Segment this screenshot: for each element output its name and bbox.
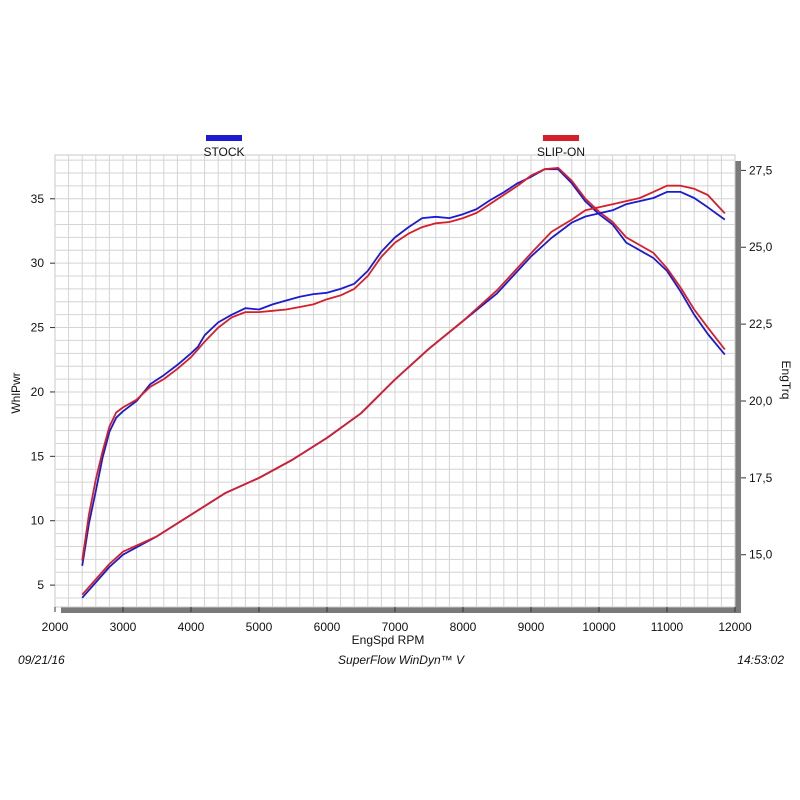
y-axis-right-ticks: 15,0 17,5 20,0 22,5 25,0 27,5 [741,163,773,562]
x-tick-label: 4000 [178,620,205,634]
y-right-tick-label: 22,5 [749,317,773,331]
x-axis-title: EngSpd RPM [352,633,425,647]
x-tick-label: 3000 [110,620,137,634]
legend-swatch-slip-on [543,135,579,141]
legend: STOCK SLIP-ON [203,135,585,159]
x-tick-label: 9000 [518,620,545,634]
y-right-tick-label: 25,0 [749,240,773,254]
series-lines [81,166,726,599]
y-left-tick-label: 30 [31,256,45,270]
y-left-tick-label: 5 [37,578,44,592]
x-axis-ticks: 2000 3000 4000 5000 6000 7000 8000 9000 10000 110… [42,607,752,634]
y-axis-left-title: WhlPwr [9,372,23,413]
x-tick-label: 12000 [718,620,752,634]
y-right-tick-label: 15,0 [749,548,773,562]
y-left-tick-label: 15 [31,449,45,463]
footer-time: 14:53:02 [737,653,784,667]
y-left-tick-label: 35 [31,192,45,206]
y-axis-right-title: EngTrq [779,361,793,400]
grid-lines [55,155,735,607]
series-line-stock-whlpwr [81,168,726,566]
x-tick-label: 8000 [450,620,477,634]
footer-software: SuperFlow WinDyn™ V [338,653,465,667]
x-tick-label: 5000 [246,620,273,634]
x-tick-label: 6000 [314,620,341,634]
y-left-tick-label: 20 [31,385,45,399]
y-right-tick-label: 17,5 [749,471,773,485]
x-tick-label: 2000 [42,620,69,634]
footer-date: 09/21/16 [18,653,65,667]
y-axis-left-ticks: 5 10 15 20 25 30 35 [31,192,55,592]
legend-label-slip-on: SLIP-ON [537,145,585,159]
y-right-tick-label: 20,0 [749,394,773,408]
x-tick-label: 11000 [651,620,684,634]
legend-label-stock: STOCK [203,145,244,159]
y-left-tick-label: 25 [31,321,45,335]
x-tick-label: 10000 [582,620,616,634]
y-left-tick-label: 10 [31,514,45,528]
x-tick-label: 7000 [382,620,409,634]
y-right-tick-label: 27,5 [749,163,773,177]
series-line-slip-on-engtrq [81,184,726,596]
series-line-slip-on-whlpwr [81,166,726,561]
legend-swatch-stock [206,135,242,141]
